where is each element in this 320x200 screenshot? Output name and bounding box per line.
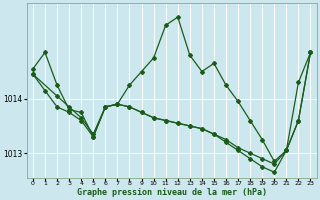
X-axis label: Graphe pression niveau de la mer (hPa): Graphe pression niveau de la mer (hPa) <box>77 188 267 197</box>
